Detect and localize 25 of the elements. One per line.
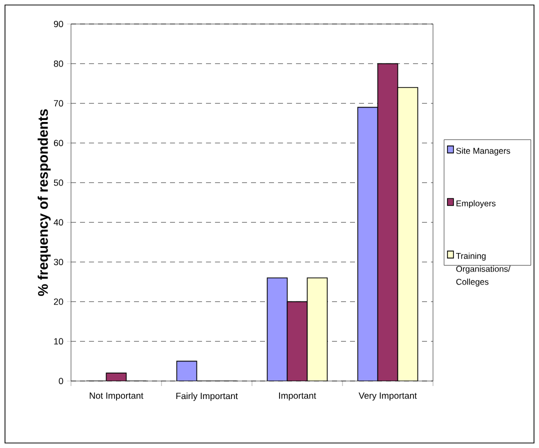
x-tick-label: Important: [279, 392, 316, 401]
legend-label: Training Organisations/ Colleges: [456, 252, 510, 286]
y-tick-label: 70: [54, 100, 64, 107]
y-tick-label: 20: [54, 298, 64, 305]
y-tick-label: 50: [54, 179, 64, 186]
x-tick-label: Very Important: [358, 392, 417, 401]
y-tick-label: 10: [54, 338, 64, 345]
legend-label: Site Managers: [456, 148, 510, 156]
y-tick-label: 30: [54, 258, 64, 266]
legend-label: Employers: [456, 200, 496, 208]
x-tick-label: Fairly Important: [176, 392, 238, 401]
bar: [286, 301, 308, 381]
bar: [266, 277, 288, 381]
y-tick-label: 60: [54, 140, 64, 146]
bar: [377, 63, 398, 381]
x-tick-label: Not Important: [90, 392, 144, 401]
bar: [176, 360, 198, 381]
y-tick-label: 0: [58, 378, 64, 384]
y-axis-title: % frequency of respondents: [38, 109, 51, 296]
bar: [397, 87, 418, 381]
y-tick-label: 90: [54, 20, 64, 28]
bar: [357, 106, 378, 381]
y-tick-label: 40: [54, 219, 64, 226]
bar: [306, 277, 328, 381]
y-tick-label: 80: [54, 60, 64, 67]
